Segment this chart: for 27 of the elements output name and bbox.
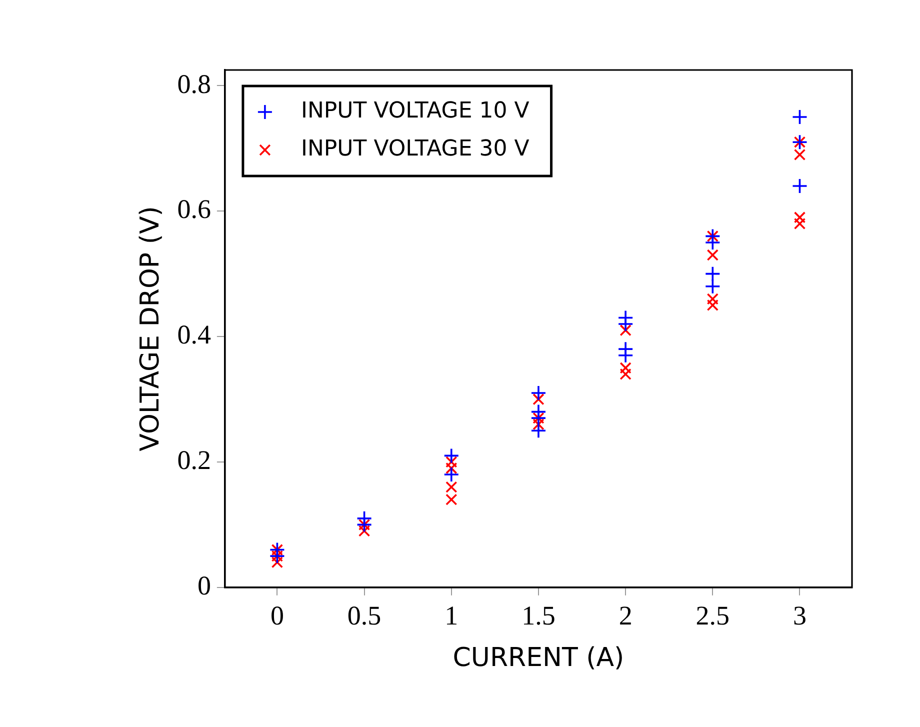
point [530,422,546,439]
x-axis-title: CURRENT (A) [452,643,624,674]
point [532,393,544,406]
point [704,278,721,294]
y-axis-title: VOLTAGE DROP (V) [135,206,166,452]
x-tick-label: 1.5 [522,600,556,631]
y-tick-label: 0.4 [177,320,212,350]
point [443,448,460,464]
x-tick-label: 2.5 [696,600,730,631]
y-tick-label: 0.2 [177,445,211,476]
x-tick-label: 2 [618,600,632,631]
point [706,249,719,261]
x-tick-label: 3 [792,600,806,631]
legend-label: INPUT VOLTAGE 10 V [300,98,530,124]
legend-label: INPUT VOLTAGE 30 V [300,136,530,162]
point [792,109,808,125]
point [704,266,721,282]
point [443,466,460,482]
x-tick-label: 0 [270,600,284,631]
y-tick-label: 0 [197,570,211,600]
point [530,385,546,401]
point [620,324,632,336]
y-tick-label: 0.8 [177,68,211,99]
x-tick-label: 0.5 [347,600,382,631]
x-tick-label: 1 [444,600,458,631]
y-tick-label: 0.6 [177,194,211,224]
point [792,178,808,194]
